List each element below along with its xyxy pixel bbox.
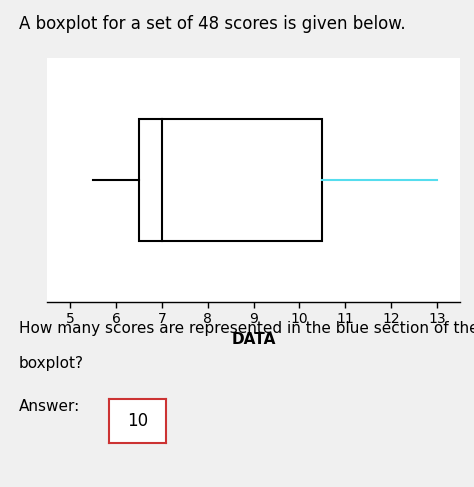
Text: How many scores are represented in the blue section of the: How many scores are represented in the b… [19, 321, 474, 337]
Bar [139, 119, 322, 241]
Text: A boxplot for a set of 48 scores is given below.: A boxplot for a set of 48 scores is give… [19, 15, 406, 33]
Text: 10: 10 [127, 412, 148, 430]
X-axis label: DATA: DATA [231, 332, 276, 347]
Text: Answer:: Answer: [19, 399, 80, 414]
Text: boxplot?: boxplot? [19, 356, 84, 371]
